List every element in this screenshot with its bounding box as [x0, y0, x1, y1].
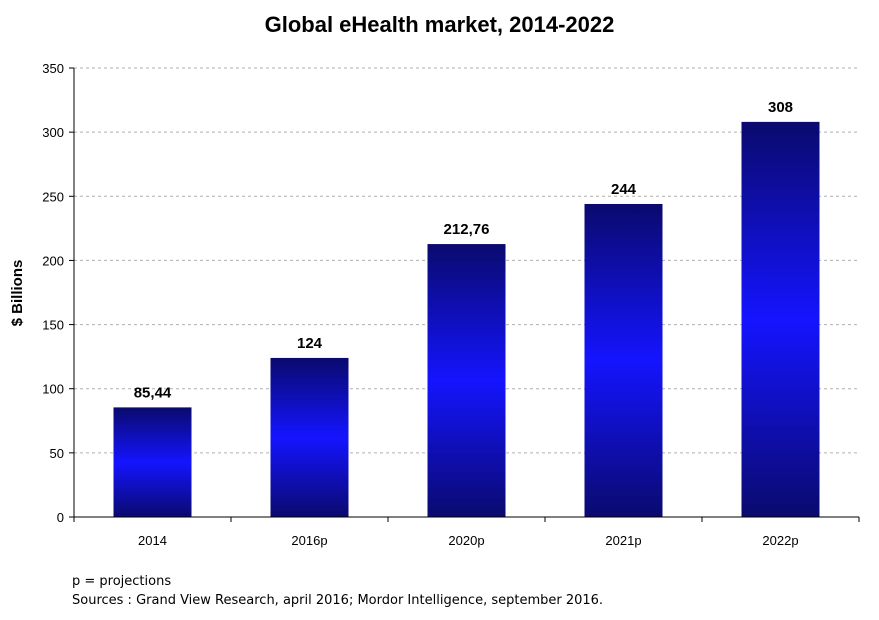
bar-value-label: 244 — [611, 181, 637, 198]
chart-title: Global eHealth market, 2014-2022 — [264, 12, 615, 37]
projection-note: p = projections — [72, 574, 172, 589]
bars — [113, 121, 820, 518]
chart-notes: p = projections Sources : Grand View Res… — [72, 572, 603, 610]
bar-value-label: 124 — [297, 335, 323, 352]
bar — [113, 407, 192, 517]
y-tick-label: 150 — [42, 318, 64, 333]
y-tick-label: 350 — [42, 61, 64, 76]
bar — [584, 203, 663, 518]
bar — [741, 121, 820, 517]
labels: 0 50 100 150 200 250 300 350 85,44 2014 124 2016p 21… — [42, 61, 798, 548]
axes — [69, 67, 860, 522]
y-tick-label: 100 — [42, 382, 64, 397]
x-tick-label: 2014 — [138, 533, 167, 548]
x-tick-label: 2022p — [762, 533, 798, 548]
bar — [270, 357, 349, 517]
y-tick-label: 250 — [42, 189, 64, 204]
bar-value-label: 85,44 — [134, 384, 172, 401]
sources-note: Sources : Grand View Research, april 201… — [72, 593, 604, 608]
y-tick-label: 50 — [50, 446, 64, 461]
x-tick-label: 2016p — [291, 533, 327, 548]
bar-value-label: 212,76 — [444, 221, 490, 238]
y-tick-label: 0 — [57, 510, 64, 525]
y-tick-label: 300 — [42, 125, 64, 140]
y-tick-label: 200 — [42, 253, 64, 268]
x-tick-label: 2021p — [605, 533, 641, 548]
bar — [427, 244, 506, 517]
y-axis-title: $ Billions — [9, 260, 26, 327]
bar-value-label: 308 — [768, 99, 793, 116]
x-tick-label: 2020p — [448, 533, 484, 548]
